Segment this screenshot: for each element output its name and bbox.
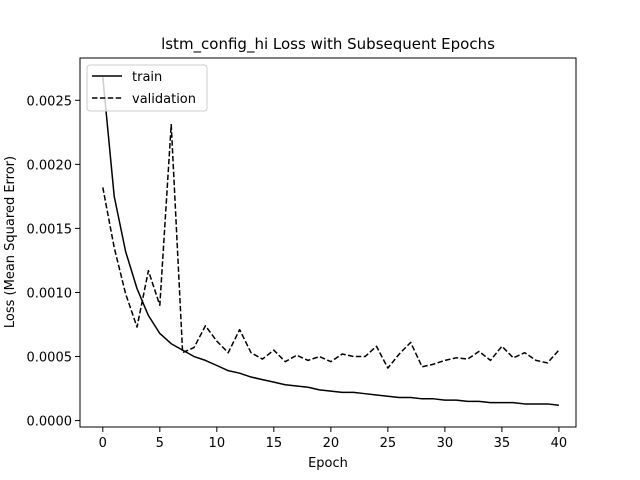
- plot-area: [79, 57, 577, 428]
- series-line-validation: [102, 123, 560, 369]
- y-tick-label: 0.0015: [27, 222, 73, 237]
- x-tick-label: 15: [266, 436, 283, 451]
- x-tick-label: 25: [380, 436, 397, 451]
- x-axis-label: Epoch: [308, 456, 348, 471]
- x-tick-label: 20: [323, 436, 340, 451]
- x-tick-label: 35: [494, 436, 511, 451]
- x-axis-ticks: 0 5 10 15 20 25 30 35 40: [99, 427, 568, 451]
- y-tick-label: 0.0005: [27, 351, 73, 366]
- y-tick-label: 0.0000: [27, 415, 73, 430]
- x-tick-label: 30: [437, 436, 454, 451]
- axes-frame: [79, 57, 577, 428]
- x-tick-label: 5: [156, 436, 164, 451]
- y-tick-label: 0.0025: [27, 94, 73, 109]
- x-tick-label: 10: [209, 436, 226, 451]
- x-tick-label: 0: [99, 436, 107, 451]
- legend: train validation: [86, 64, 208, 112]
- legend-train-label: train: [132, 70, 162, 85]
- y-tick-label: 0.0020: [27, 158, 73, 173]
- y-axis-ticks: 0.0000 0.0005 0.0010 0.0015 0.0020 0.0025: [27, 94, 80, 430]
- chart-title: lstm_config_hi Loss with Subsequent Epoc…: [161, 35, 495, 54]
- y-axis-label: Loss (Mean Squared Error): [3, 156, 18, 328]
- y-tick-label: 0.0010: [27, 286, 73, 301]
- x-tick-label: 40: [551, 436, 568, 451]
- legend-validation-label: validation: [132, 92, 196, 107]
- series-line-train: [102, 77, 559, 406]
